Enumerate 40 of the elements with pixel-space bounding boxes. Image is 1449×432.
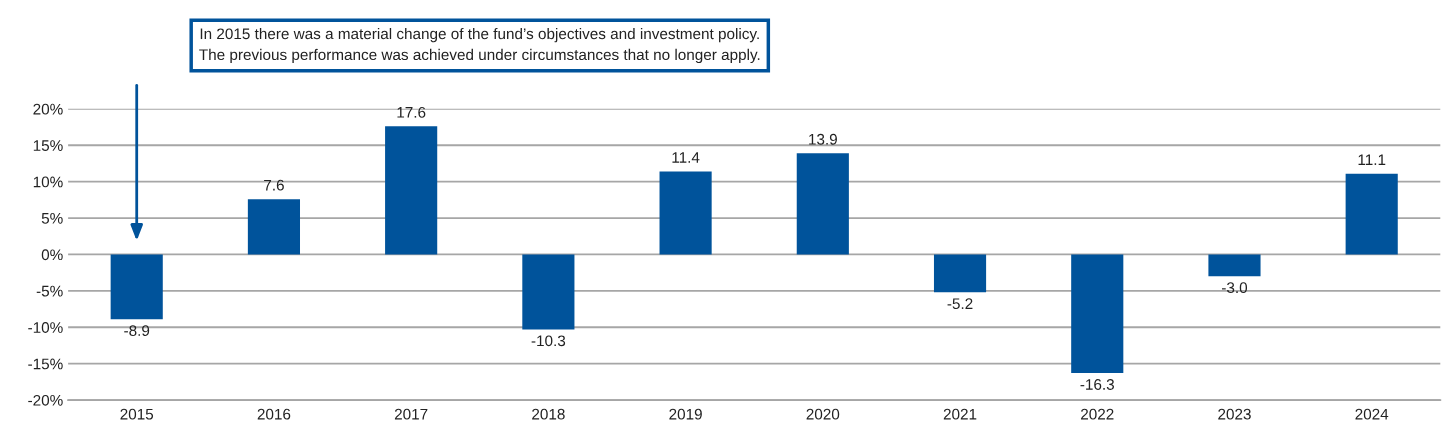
- bar: [796, 153, 849, 255]
- data-label: 11.1: [1358, 154, 1386, 165]
- y-tick-label: -15%: [28, 358, 63, 370]
- y-tick-label: -10%: [28, 322, 63, 333]
- x-tick-label: 2020: [806, 408, 840, 420]
- x-tick-label: 2021: [943, 408, 977, 420]
- x-tick-label: 2019: [669, 408, 702, 420]
- text: In 2015 there was a material change of the fund’s objectives and investment policy. The previous performance was achieved under circumstances that no longer apply.: [199, 27, 760, 64]
- data-label: -16.3: [1080, 379, 1114, 390]
- bar: [247, 199, 301, 255]
- y-tick-label: 15%: [33, 140, 63, 151]
- y-tick-label: -20%: [28, 394, 63, 406]
- x-tick-label: 2017: [394, 408, 428, 420]
- x-tick-label: 2015: [120, 408, 154, 420]
- y-tick-label: 10%: [33, 176, 63, 188]
- x-tick-label: 2023: [1218, 408, 1251, 420]
- bar: [659, 171, 712, 255]
- data-label: -3.0: [1221, 282, 1248, 294]
- data-label: 13.9: [809, 133, 837, 145]
- y-tick-label: 20%: [33, 103, 63, 115]
- data-label: -10.3: [531, 335, 566, 347]
- bar: [1345, 173, 1398, 255]
- bar: [1208, 254, 1261, 277]
- x-tick-label: 2016: [257, 408, 291, 420]
- data-label: 11.4: [672, 152, 700, 163]
- x-tick-label: 2024: [1355, 408, 1389, 420]
- bar: [933, 254, 987, 293]
- bar: [110, 254, 163, 320]
- y-tick-label: -5%: [36, 285, 63, 297]
- bar: [385, 126, 438, 255]
- bar: [522, 254, 575, 330]
- x-tick-label: 2022: [1081, 408, 1114, 420]
- y-tick-label: 0%: [41, 249, 63, 261]
- data-label: -8.9: [124, 325, 150, 337]
- bar: [1071, 254, 1124, 374]
- data-label: 7.6: [264, 179, 284, 191]
- y-tick-label: 5%: [41, 212, 63, 224]
- x-tick-label: 2018: [532, 408, 565, 420]
- data-label: 17.6: [397, 106, 426, 118]
- data-label: -5.2: [947, 298, 973, 310]
